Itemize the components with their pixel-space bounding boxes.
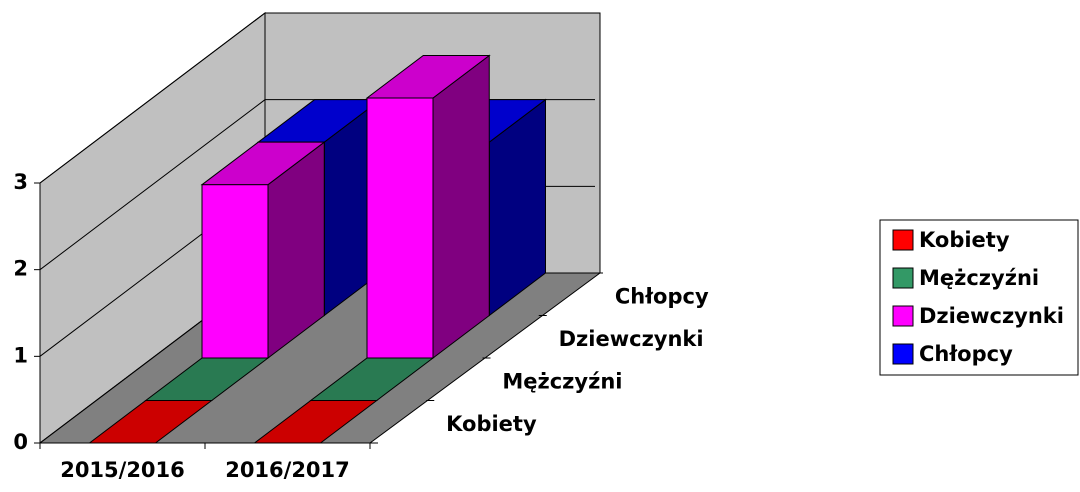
- bar-front: [366, 97, 434, 359]
- legend-swatch: [892, 305, 914, 327]
- bar-side: [432, 54, 490, 360]
- x-tick-label: 2016/2017: [225, 458, 350, 482]
- bar-front: [201, 184, 269, 359]
- z-tick-label: Kobiety: [446, 412, 537, 436]
- y-tick-label: 3: [13, 170, 28, 194]
- z-tick-label: Chłopcy: [615, 284, 709, 308]
- legend-label: Dziewczynki: [919, 304, 1064, 328]
- x-tick-label: 2015/2016: [60, 458, 185, 482]
- legend-label: Chłopcy: [919, 342, 1013, 366]
- y-tick-label: 1: [13, 343, 28, 367]
- bar-top: [88, 400, 214, 444]
- z-tick-label: Dziewczynki: [559, 327, 704, 351]
- legend-swatch: [892, 229, 914, 251]
- legend-label: Mężczyźni: [919, 266, 1039, 290]
- y-tick-label: 2: [13, 257, 28, 281]
- grid-line: [39, 12, 595, 184]
- bar-top: [365, 55, 491, 99]
- bar-top: [253, 400, 379, 444]
- legend-swatch: [892, 267, 914, 289]
- legend-label: Kobiety: [919, 228, 1010, 252]
- legend-swatch: [892, 343, 914, 365]
- bar-top: [200, 141, 326, 186]
- y-tick-label: 0: [13, 430, 28, 454]
- z-tick-label: Mężczyźni: [502, 369, 622, 393]
